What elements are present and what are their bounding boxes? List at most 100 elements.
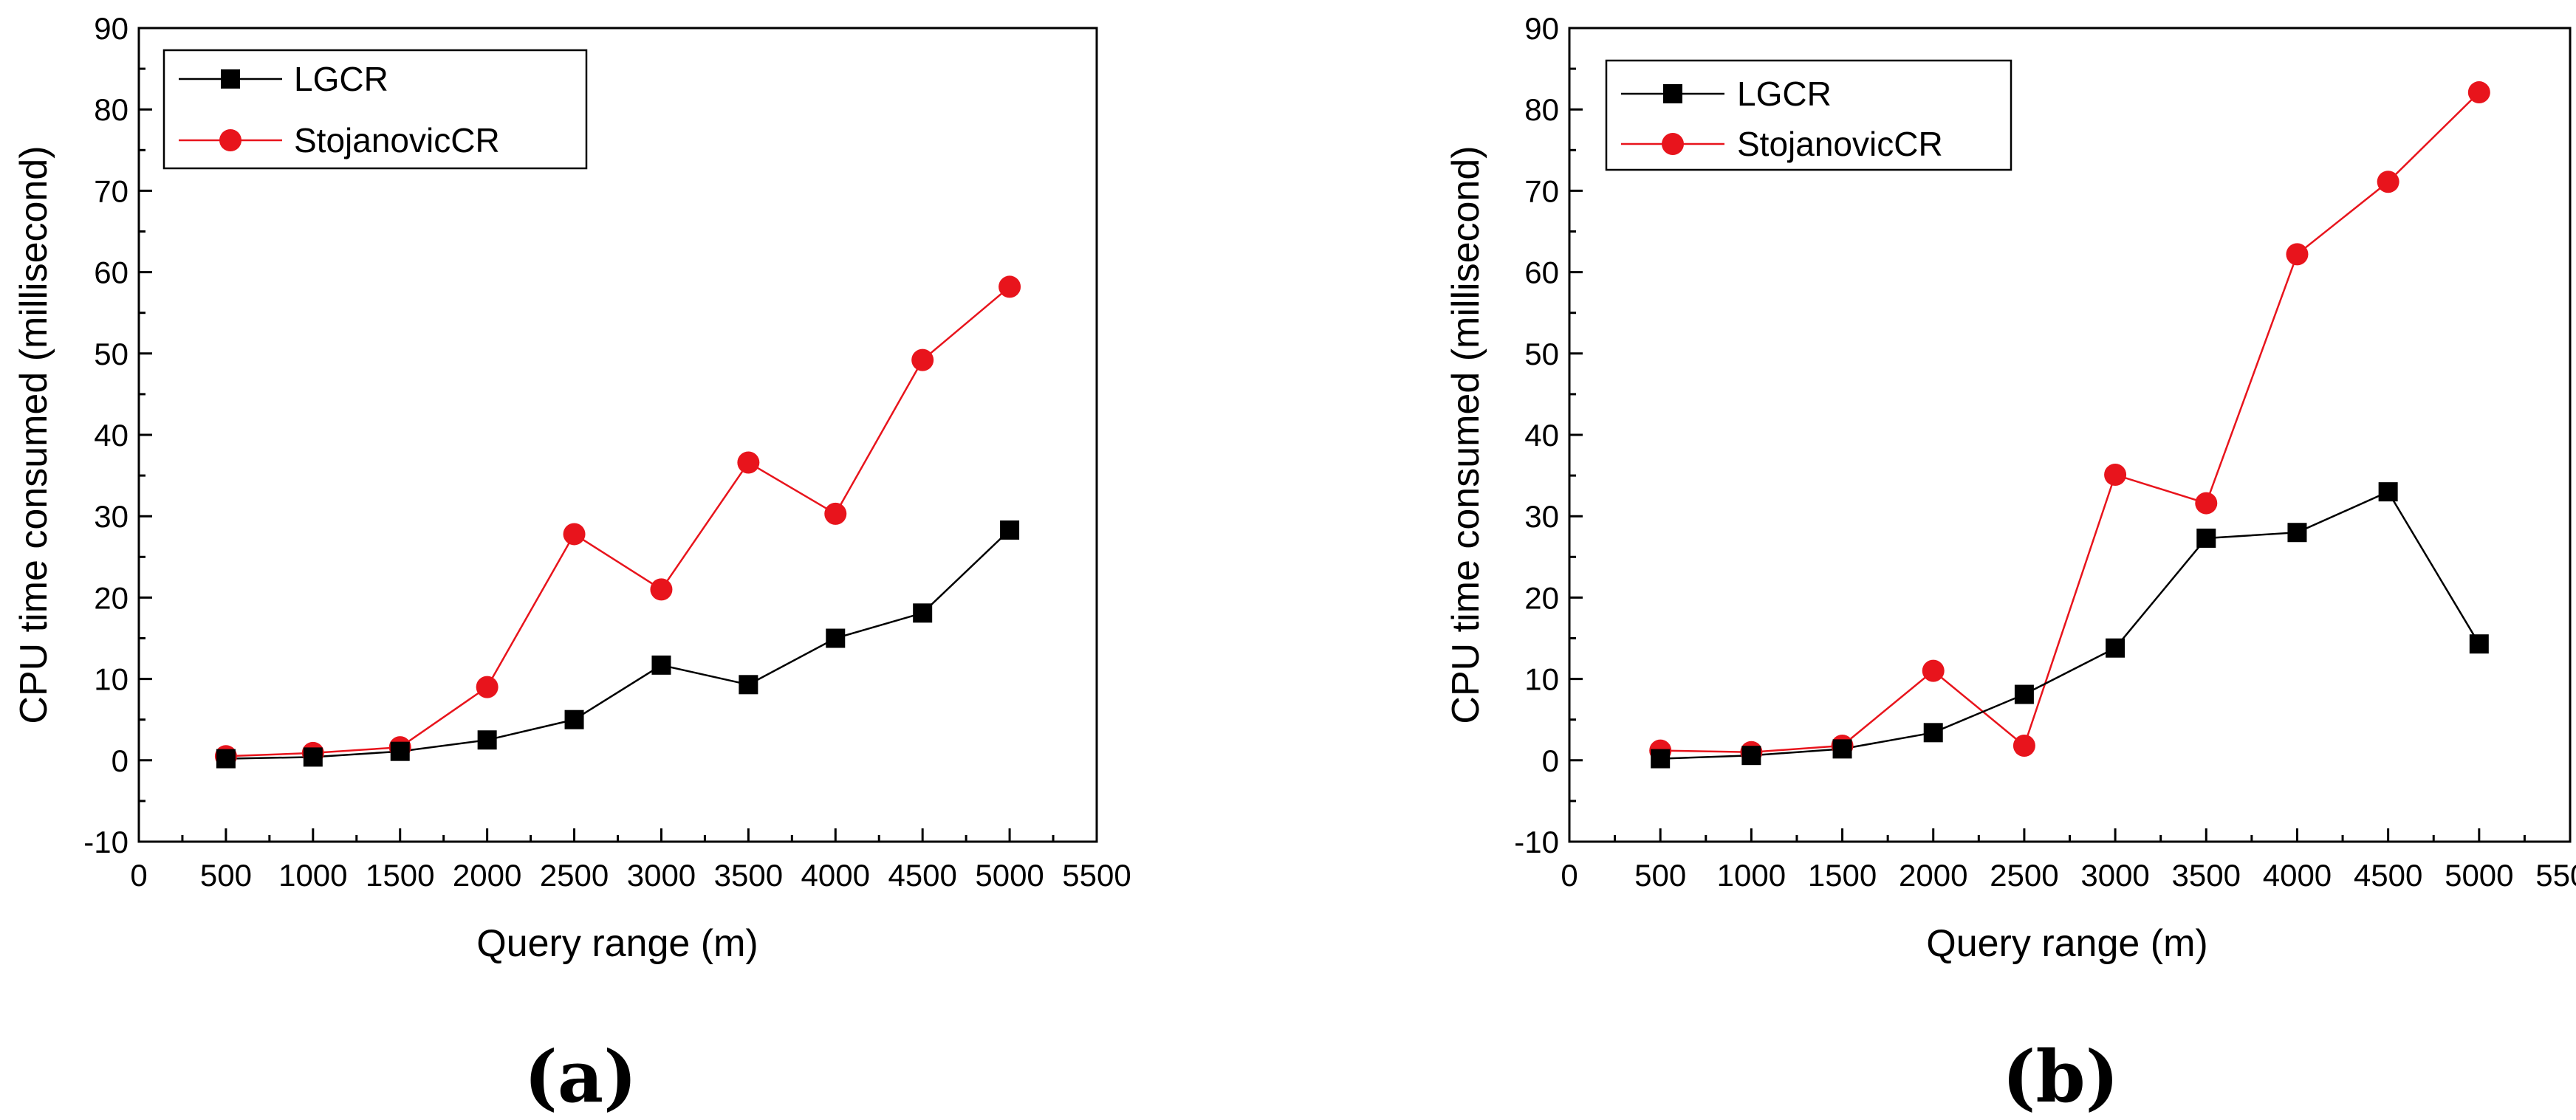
data-point-stojanoviccr	[998, 275, 1021, 298]
data-point-lgcr	[826, 628, 846, 648]
data-point-stojanoviccr	[2012, 734, 2035, 757]
x-tick-label: 2500	[540, 858, 609, 893]
x-tick-label: 5500	[2535, 858, 2576, 893]
y-tick-label: 40	[94, 418, 129, 453]
legend-marker-lgcr-a	[221, 69, 240, 89]
y-tick-label: 70	[94, 174, 129, 208]
x-tick-label: 1000	[278, 858, 347, 893]
x-tick-label: 0	[1561, 858, 1578, 893]
data-point-lgcr	[1000, 520, 1020, 540]
data-point-lgcr	[2106, 638, 2125, 658]
x-tick-label: 5000	[975, 858, 1044, 893]
data-point-lgcr	[1741, 746, 1761, 766]
x-tick-label: 500	[200, 858, 252, 893]
y-tick-label: 20	[1524, 580, 1559, 615]
data-point-lgcr	[651, 655, 671, 675]
y-tick-label: 80	[1524, 92, 1559, 127]
x-tick-label: 2500	[1990, 858, 2058, 893]
data-point-lgcr	[390, 741, 410, 761]
y-tick-label: 60	[94, 255, 129, 290]
data-point-lgcr	[913, 603, 933, 623]
y-tick-label: 60	[1524, 255, 1559, 290]
chart-panel-b: 0 500 1000 1500 2000 2500 3000 3500 4000 4500 5000…	[1445, 11, 2576, 1119]
series-markers-b	[1649, 81, 2490, 769]
y-tick-label: 30	[1524, 499, 1559, 534]
y-tick-label: -10	[1514, 825, 1559, 859]
x-tick-label: 2000	[1899, 858, 1967, 893]
data-point-lgcr	[2378, 482, 2398, 502]
y-ticks-a: -10 0 10 20 30 40 50 60 70 80 90	[83, 11, 152, 859]
data-point-stojanoviccr	[824, 502, 847, 525]
legend-marker-stojanovic-a	[219, 129, 242, 151]
data-point-stojanoviccr	[737, 451, 760, 474]
x-tick-label: 2000	[453, 858, 521, 893]
y-axis-title-a: CPU time consumed (millisecond)	[13, 145, 55, 724]
y-tick-label: -10	[83, 825, 129, 859]
data-point-stojanoviccr	[563, 523, 586, 546]
x-tick-label: 1500	[366, 858, 434, 893]
y-tick-label: 50	[94, 337, 129, 371]
data-point-lgcr	[1651, 749, 1671, 769]
x-ticks-a: 0 500 1000 1500 2000 2500 3000 3500 4000 4500 5000…	[130, 828, 1131, 893]
x-axis-title-a: Query range (m)	[476, 922, 758, 965]
y-tick-label: 20	[94, 580, 129, 615]
data-point-lgcr	[564, 710, 584, 729]
x-tick-label: 3500	[714, 858, 783, 893]
y-tick-label: 80	[94, 92, 129, 127]
data-point-lgcr	[303, 747, 323, 767]
data-point-stojanoviccr	[911, 348, 934, 371]
data-point-stojanoviccr	[1922, 659, 1945, 682]
data-point-lgcr	[2014, 684, 2034, 704]
y-tick-label: 40	[1524, 418, 1559, 453]
y-ticks-b: -10 0 10 20 30 40 50 60 70 80 90	[1514, 11, 1583, 859]
chart-panel-a: 0 500 1000 1500 2000 2500 3000 3500 4000 4500 5000…	[13, 11, 1131, 1119]
data-point-stojanoviccr	[2467, 81, 2490, 104]
series-lines-a	[225, 286, 1010, 760]
data-point-lgcr	[216, 749, 236, 769]
series-line-stojanoviccr	[1660, 92, 2480, 754]
data-point-lgcr	[1923, 723, 1943, 743]
x-tick-label: 3000	[2080, 858, 2149, 893]
legend-b: LGCR StojanovicCR	[1605, 59, 2012, 171]
x-tick-label: 4000	[2263, 858, 2332, 893]
data-point-lgcr	[477, 730, 497, 750]
panel-label-a: (a)	[524, 1035, 637, 1119]
data-point-stojanoviccr	[650, 578, 673, 601]
y-tick-label: 10	[94, 662, 129, 697]
legend-marker-stojanovic-b	[1662, 133, 1684, 155]
y-tick-label: 0	[112, 743, 129, 778]
panel-label-b: (b)	[2002, 1035, 2119, 1119]
legend-a: LGCR StojanovicCR	[162, 49, 588, 170]
legend-label-stojanovic-a: StojanovicCR	[294, 121, 500, 159]
x-ticks-b: 0 500 1000 1500 2000 2500 3000 3500 4000 4500 5000…	[1561, 828, 2576, 893]
x-tick-label: 4000	[801, 858, 870, 893]
x-tick-label: 500	[1634, 858, 1686, 893]
y-tick-label: 30	[94, 499, 129, 534]
y-tick-label: 90	[94, 11, 129, 46]
data-point-stojanoviccr	[2195, 492, 2218, 515]
x-axis-title-b: Query range (m)	[1926, 922, 2207, 965]
y-tick-label: 70	[1524, 174, 1559, 208]
data-point-lgcr	[2469, 634, 2489, 654]
data-point-stojanoviccr	[2377, 171, 2399, 193]
x-tick-label: 4500	[2354, 858, 2422, 893]
series-lines-b	[1660, 92, 2480, 760]
x-tick-label: 3000	[627, 858, 696, 893]
legend-label-stojanovic-b: StojanovicCR	[1737, 125, 1943, 163]
data-point-lgcr	[2196, 528, 2216, 548]
legend-marker-lgcr-b	[1663, 84, 1682, 103]
x-tick-label: 3500	[2172, 858, 2241, 893]
x-tick-label: 1000	[1717, 858, 1786, 893]
y-tick-label: 90	[1524, 11, 1559, 46]
y-axis-title-b: CPU time consumed (millisecond)	[1445, 145, 1487, 724]
y-tick-label: 50	[1524, 337, 1559, 371]
data-point-stojanoviccr	[476, 676, 499, 698]
data-point-lgcr	[2287, 523, 2307, 543]
legend-label-lgcr-b: LGCR	[1737, 75, 1832, 113]
data-point-lgcr	[739, 675, 758, 695]
data-point-stojanoviccr	[2104, 463, 2127, 486]
x-tick-label: 0	[130, 858, 147, 893]
series-markers-a	[214, 275, 1021, 769]
series-line-lgcr	[225, 529, 1010, 760]
